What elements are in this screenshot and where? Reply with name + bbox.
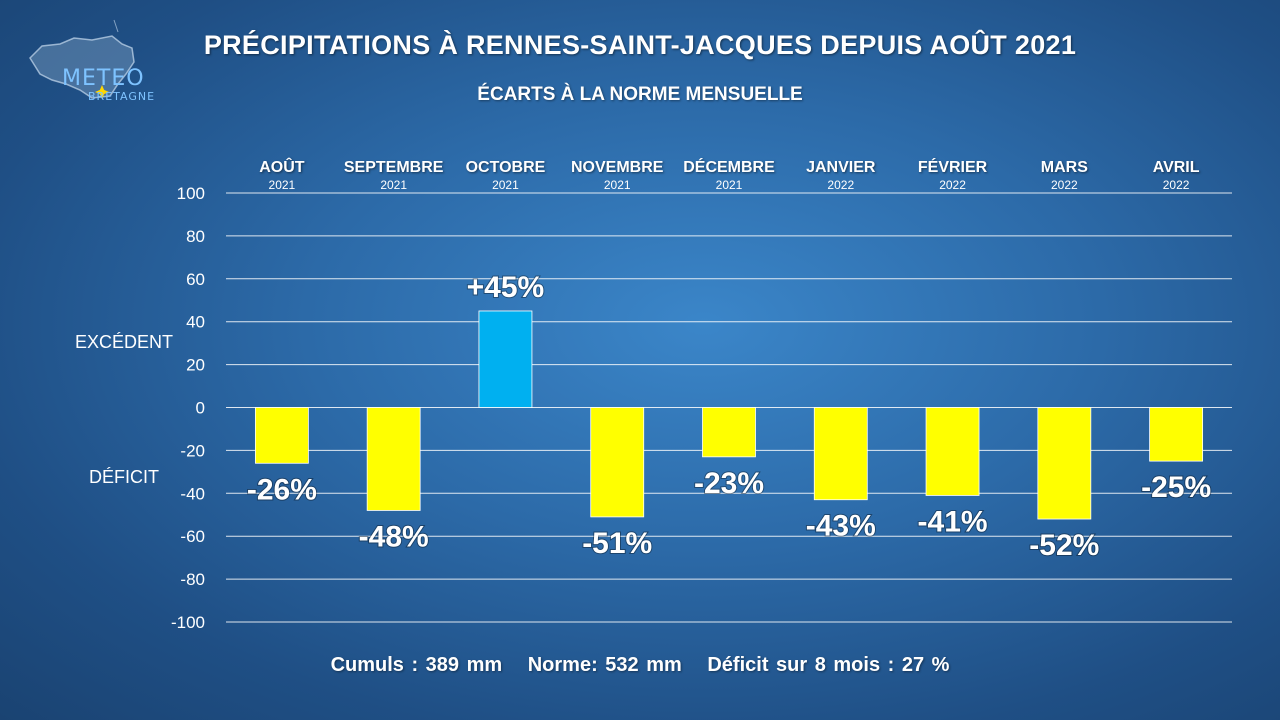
y-tick-label: -20 [180,441,205,460]
bar [1037,407,1092,520]
bar [366,407,421,511]
y-tick-label: -100 [171,613,205,632]
data-label: -26% [247,473,317,506]
y-tick-label: 20 [186,356,205,375]
chart-subtitle: ÉCARTS À LA NORME MENSUELLE [477,84,803,105]
data-label: -25% [1141,471,1211,504]
bar [813,407,868,501]
bar [1149,407,1204,462]
bar [590,407,645,518]
footer-deficit: Déficit sur 8 mois : 27 % [707,654,950,676]
brittany-map-icon [29,19,135,99]
y-tick-label: 40 [186,313,205,332]
x-tick-label: OCTOBRE [466,159,546,176]
data-label: -51% [582,527,652,560]
x-tick-label: JANVIER [806,159,876,176]
data-label: -48% [359,520,429,553]
x-tick-label: NOVEMBRE [571,159,664,176]
x-tick-year: 2022 [939,178,966,192]
x-tick-label: SEPTEMBRE [344,159,444,176]
data-label: +45% [467,271,545,304]
y-tick-label: 100 [177,184,205,203]
x-tick-label: DÉCEMBRE [683,157,775,176]
x-tick-year: 2022 [1163,178,1190,192]
data-label: -41% [918,505,988,538]
x-tick-year: 2021 [716,178,743,192]
footer-summary: Cumuls : 389 mm Norme: 532 mm Déficit su… [0,654,1280,677]
bar [925,407,980,496]
x-tick-label: FÉVRIER [918,157,988,176]
deficit-label: DÉFICIT [89,467,159,487]
data-label: -23% [694,467,764,500]
meteo-bretagne-logo: METEO BRETAGNE [22,18,154,113]
y-tick-label: -80 [180,570,205,589]
y-tick-label: -40 [180,484,205,503]
y-tick-label: 60 [186,270,205,289]
logo-text: METEO [62,66,145,91]
footer-norme: Norme: 532 mm [527,654,682,676]
x-tick-year: 2021 [380,178,407,192]
y-tick-label: 0 [196,399,205,418]
x-tick-label: AVRIL [1153,159,1200,176]
x-tick-label: MARS [1041,159,1088,176]
chart-title: PRÉCIPITATIONS À RENNES-SAINT-JACQUES DE… [203,30,1077,60]
logo-subtext: BRETAGNE [88,90,156,103]
bar [254,407,309,464]
bar [478,310,533,408]
footer-cumuls: Cumuls : 389 mm [330,654,503,676]
data-label: -52% [1029,529,1099,562]
bar [702,407,756,458]
x-tick-year: 2021 [492,178,519,192]
x-tick-year: 2022 [1051,178,1078,192]
y-tick-label: 80 [186,227,205,246]
y-tick-label: -60 [180,527,205,546]
data-label: -43% [806,510,876,543]
x-tick-year: 2021 [604,178,631,192]
x-tick-label: AOÛT [259,157,305,176]
excedent-label: EXCÉDENT [75,332,174,352]
x-tick-year: 2022 [827,178,854,192]
x-tick-year: 2021 [269,178,296,192]
